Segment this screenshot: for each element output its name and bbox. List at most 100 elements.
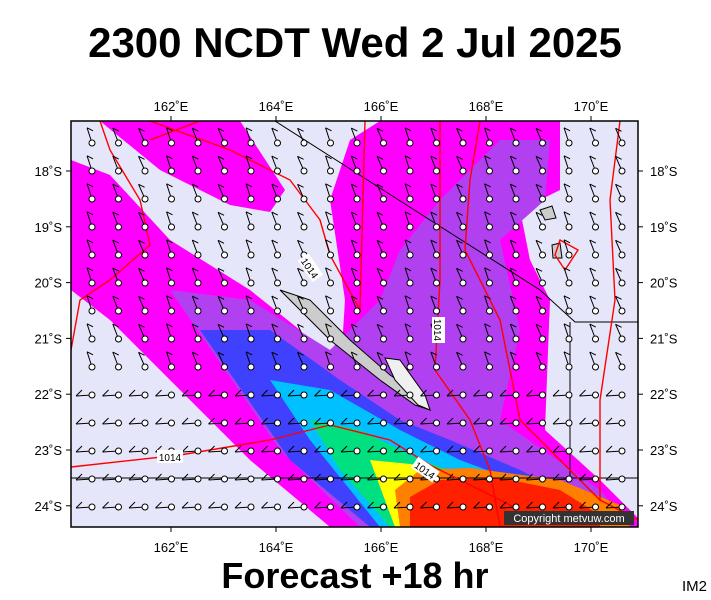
barb-station xyxy=(353,195,361,203)
barb-flag xyxy=(86,183,94,188)
barb-flag xyxy=(376,295,384,300)
barb-station xyxy=(406,139,414,147)
barb-station xyxy=(459,335,467,343)
barb-flag xyxy=(393,445,401,453)
barb-flag xyxy=(245,323,253,328)
barb-flag xyxy=(234,389,242,397)
isobar-label-text: 1014 xyxy=(159,453,182,464)
barb-flag xyxy=(340,501,348,509)
barb-flag xyxy=(589,155,597,160)
barb-flag xyxy=(473,417,480,425)
barb-flag xyxy=(404,239,412,244)
barb-flag xyxy=(367,417,374,425)
lat-label: 24˚S xyxy=(650,499,678,514)
barb-flag xyxy=(430,295,438,300)
barb-flag xyxy=(446,417,454,425)
barb-flag xyxy=(297,351,304,356)
barb-flag xyxy=(297,323,304,328)
barb-station xyxy=(141,475,149,483)
barb-station xyxy=(300,139,308,147)
barb-station xyxy=(618,139,626,147)
barb-flag xyxy=(155,473,162,481)
barb-flag xyxy=(563,351,571,356)
barb-station xyxy=(406,223,414,231)
barb-flag xyxy=(473,501,480,509)
barb-flag xyxy=(484,295,491,300)
barb-flag xyxy=(297,267,304,272)
barb-flag xyxy=(446,473,454,481)
barb-station xyxy=(486,363,493,371)
barb-flag xyxy=(102,501,109,509)
barb-station xyxy=(274,335,281,343)
barb-flag xyxy=(217,183,225,188)
barb-station xyxy=(459,195,467,203)
barb-station xyxy=(539,195,546,203)
barb-flag xyxy=(217,127,225,132)
barb-flag xyxy=(473,389,480,397)
barb-flag xyxy=(208,501,215,509)
barb-station xyxy=(194,307,202,315)
barb-station xyxy=(459,279,467,287)
barb-station xyxy=(539,223,546,231)
barb-station xyxy=(459,223,467,231)
barb-flag xyxy=(86,295,94,300)
barb-flag xyxy=(261,389,268,397)
barb-flag xyxy=(404,323,412,328)
barb-station xyxy=(300,307,308,315)
barb-flag xyxy=(217,267,225,272)
barb-station xyxy=(459,251,467,259)
barb-flag xyxy=(102,417,109,425)
barb-station xyxy=(300,223,308,231)
barb-station xyxy=(406,195,414,203)
barb-station xyxy=(618,363,626,371)
barb-station xyxy=(168,475,175,483)
title: 2300 NCDT Wed 2 Jul 2025 xyxy=(88,19,622,66)
barb-station xyxy=(618,279,626,287)
barb-station xyxy=(247,391,255,399)
barb-flag xyxy=(245,127,253,132)
lat-label: 21˚S xyxy=(650,331,678,346)
barb-station xyxy=(433,419,440,427)
barb-flag xyxy=(166,267,173,272)
barb-flag xyxy=(367,445,374,453)
barb-flag xyxy=(86,323,94,328)
barb-flag xyxy=(287,417,295,425)
barb-flag xyxy=(615,183,622,188)
barb-station xyxy=(247,307,255,315)
barb-flag xyxy=(217,351,225,356)
copyright: Copyright metvuw.com xyxy=(513,513,624,525)
barb-station xyxy=(380,447,387,455)
barb-flag xyxy=(287,501,295,509)
barb-flag xyxy=(456,267,463,272)
barb-station xyxy=(618,447,626,455)
barb-station xyxy=(512,307,520,315)
barb-station xyxy=(565,447,573,455)
barb-station xyxy=(406,307,414,315)
barb-station xyxy=(592,307,599,315)
barb-flag xyxy=(234,445,242,453)
barb-flag xyxy=(393,389,401,397)
barb-station xyxy=(380,139,387,147)
barb-station xyxy=(221,363,228,371)
barb-station xyxy=(115,223,122,231)
barb-station xyxy=(88,503,96,511)
barb-station xyxy=(486,335,493,343)
barb-flag xyxy=(430,183,438,188)
barb-flag xyxy=(166,239,173,244)
barb-station xyxy=(592,223,599,231)
barb-flag xyxy=(138,351,145,356)
barb-flag xyxy=(510,239,517,244)
barb-flag xyxy=(552,417,560,425)
barb-flag xyxy=(181,501,189,509)
barb-station xyxy=(539,251,546,259)
barb-flag xyxy=(484,183,491,188)
lat-label: 22˚S xyxy=(650,387,678,402)
barb-station xyxy=(115,167,122,175)
barb-flag xyxy=(112,295,120,300)
barb-flag xyxy=(75,501,83,509)
barb-flag xyxy=(563,239,571,244)
isobar-label: 1014 xyxy=(157,450,183,464)
barb-station xyxy=(274,251,281,259)
barb-station xyxy=(433,391,440,399)
barb-station xyxy=(486,251,493,259)
